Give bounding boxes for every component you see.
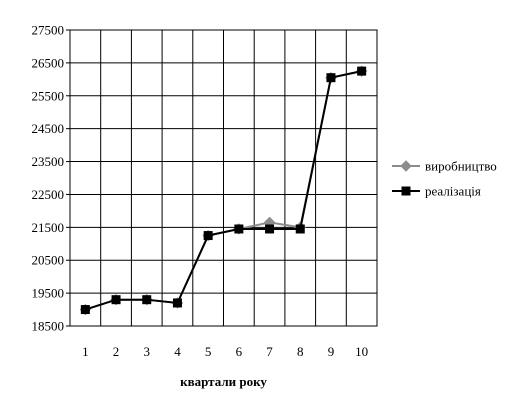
plot-area-frame — [69, 29, 378, 327]
data-point-square — [80, 305, 90, 315]
y-tick-label: 27500 — [32, 23, 65, 38]
legend: виробництво реалізація — [392, 159, 497, 199]
legend-marker — [400, 160, 412, 172]
x-tick-label: 2 — [113, 344, 120, 359]
y-tick-label: 26500 — [32, 55, 65, 70]
x-tick-label: 4 — [174, 344, 181, 359]
series-2 — [80, 66, 367, 315]
y-tick-label: 18500 — [32, 319, 65, 334]
legend-label: виробництво — [425, 159, 497, 174]
data-point-square — [265, 224, 275, 234]
data-point-square — [326, 73, 336, 83]
data-point-square — [111, 295, 121, 305]
x-tick-label: 9 — [328, 344, 335, 359]
y-tick-label: 21500 — [32, 220, 65, 235]
legend-marker — [401, 186, 411, 196]
x-tick-label: 10 — [355, 344, 368, 359]
x-tick-label: 5 — [205, 344, 212, 359]
data-point-square — [142, 295, 152, 305]
legend-label: реалізація — [425, 184, 481, 199]
grid-lines — [70, 29, 377, 327]
x-axis-title: квартали року — [180, 374, 267, 389]
data-point-square — [295, 224, 305, 234]
x-tick-label: 1 — [82, 344, 89, 359]
legend-item: реалізація — [392, 184, 481, 199]
x-tick-label: 8 — [297, 344, 304, 359]
x-tick-label: 7 — [266, 344, 273, 359]
y-tick-label: 23500 — [32, 154, 65, 169]
y-tick-label: 19500 — [32, 286, 65, 301]
legend-item: виробництво — [392, 159, 497, 174]
y-tick-label: 22500 — [32, 187, 65, 202]
y-tick-label: 25500 — [32, 88, 65, 103]
series-layer — [79, 65, 368, 316]
y-tick-label: 20500 — [32, 253, 65, 268]
x-axis-ticks: 1 2 3 4 5 6 7 8 9 10 — [82, 344, 368, 359]
x-tick-label: 6 — [236, 344, 243, 359]
data-point-square — [203, 231, 213, 241]
y-axis-ticks: 18500 19500 20500 21500 22500 23500 24500 25500… — [32, 23, 70, 334]
data-point-square — [357, 66, 367, 76]
data-point-square — [172, 298, 182, 308]
x-tick-label: 3 — [144, 344, 151, 359]
y-tick-label: 24500 — [32, 121, 65, 136]
series-line — [85, 70, 362, 311]
data-point-square — [234, 224, 244, 234]
